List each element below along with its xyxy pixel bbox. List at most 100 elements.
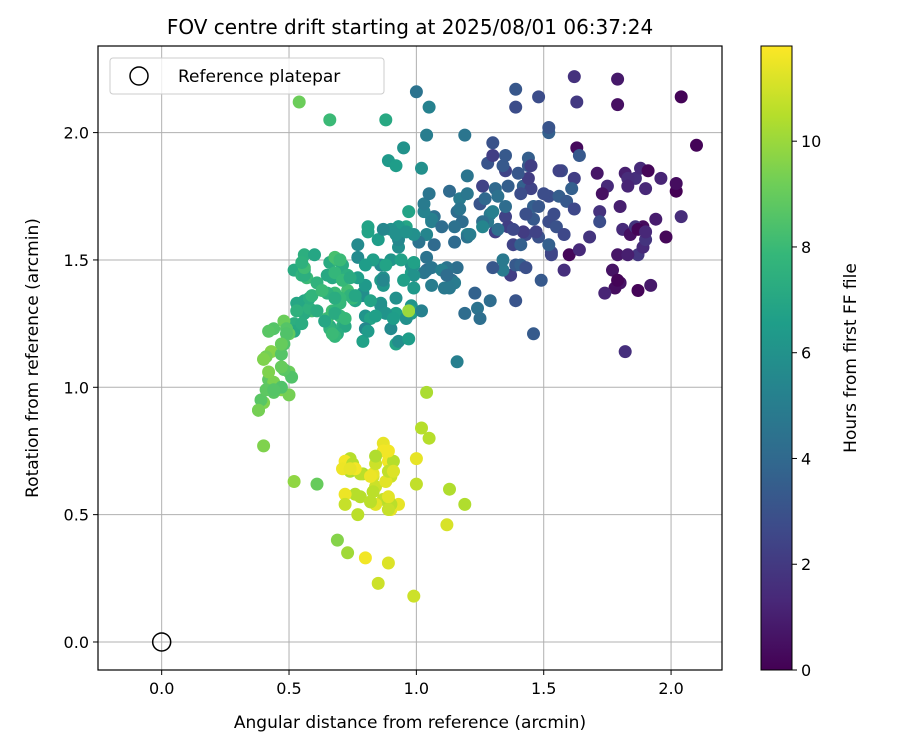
x-axis: 0.0 0.5 1.0 1.5 2.0 [149,670,684,698]
data-point [420,385,434,399]
data-point [305,289,319,303]
data-point [463,228,477,241]
data-point [348,289,362,303]
colorbar-tick-label: 0 [801,661,811,680]
data-point [409,477,423,491]
data-point [361,324,375,338]
data-point [409,85,423,99]
data-point [641,164,655,178]
data-point [338,312,352,325]
data-point [460,169,474,183]
data-point [376,273,390,287]
data-point [496,263,510,277]
data-point [471,301,484,315]
data-point [613,200,627,213]
data-point [328,306,342,320]
data-point [257,439,271,453]
data-point [552,164,566,178]
data-point [468,286,482,300]
data-point [509,100,523,114]
data-point [443,281,456,295]
data-point [521,171,535,185]
data-point [519,261,533,275]
data-point [514,187,528,201]
data-point [593,205,607,219]
data-point [371,233,385,247]
data-point [366,485,380,499]
data-point [392,334,405,348]
data-point [379,258,393,272]
data-point [338,487,352,501]
data-point [315,284,329,297]
data-point [557,263,571,277]
data-point [379,475,393,488]
data-point [499,200,512,213]
data-point [443,184,456,198]
data-point [532,90,546,104]
data-point [384,322,398,336]
colorbar-frame [760,45,793,671]
data-point [310,304,324,318]
x-tick-label: 1.0 [404,679,429,698]
data-point [567,171,581,185]
data-point [567,70,581,84]
data-point [659,230,673,244]
data-point [257,352,271,366]
y-tick-label: 0.5 [64,506,89,525]
data-point [674,90,688,104]
data-point [381,444,395,458]
data-point [358,258,372,272]
data-point [460,187,474,201]
data-point [409,452,423,466]
data-point [402,332,416,346]
data-point [565,182,579,196]
data-point [328,291,342,305]
data-point [415,421,428,435]
data-point [371,576,385,590]
data-point [486,149,500,162]
colorbar-tick-label: 6 [801,344,811,363]
data-point [422,100,436,114]
data-point [496,253,510,267]
data-point [348,487,362,501]
y-axis-label: Rotation from reference (arcmin) [23,218,43,498]
data-point [532,200,546,213]
data-point [287,475,301,488]
data-point [491,189,505,203]
data-point [496,159,510,173]
data-point [262,324,276,338]
data-point [509,82,523,96]
data-point [511,166,525,180]
data-point [690,138,703,152]
data-point [499,149,512,162]
data-point [427,238,441,252]
data-point [274,337,288,351]
data-point [644,278,658,292]
data-point [415,304,428,318]
data-point [407,268,421,282]
colorbar-tick-label: 10 [801,132,821,151]
data-point [358,551,372,565]
data-point [542,238,556,252]
grid [98,46,722,670]
data-point [458,128,472,142]
x-tick-label: 2.0 [658,679,683,698]
colorbar-tick-label: 4 [801,449,811,468]
data-point [618,345,632,359]
reference-platepar-marker [151,632,172,652]
data-point [514,238,528,252]
data-point [606,263,619,277]
data-point [639,225,653,239]
data-point [448,235,462,249]
data-point [483,294,497,308]
data-point [519,207,533,221]
data-point [399,225,413,239]
data-point [351,238,365,252]
data-point [443,482,456,496]
data-point [292,95,306,109]
reference-layer [151,632,172,652]
data-point [544,248,558,262]
data-point [440,518,454,532]
data-point [524,182,538,196]
legend-entry: Reference platepar [178,67,340,87]
